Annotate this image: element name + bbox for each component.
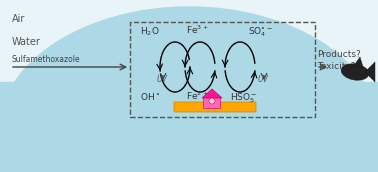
Text: HSO$_5^-$: HSO$_5^-$	[230, 91, 257, 105]
Polygon shape	[365, 62, 375, 82]
Text: H$_2$O: H$_2$O	[140, 25, 160, 37]
Text: Toxicity?: Toxicity?	[317, 62, 355, 71]
Ellipse shape	[341, 64, 369, 80]
Circle shape	[209, 98, 215, 104]
Text: SO$_4^{\bullet-}$: SO$_4^{\bullet-}$	[248, 25, 273, 39]
Text: Sulfamethoxazole: Sulfamethoxazole	[12, 55, 81, 64]
Text: OH$^\bullet$: OH$^\bullet$	[140, 91, 160, 102]
Polygon shape	[202, 89, 222, 98]
Polygon shape	[353, 57, 363, 67]
Ellipse shape	[0, 7, 378, 172]
Text: Products?: Products?	[317, 50, 361, 59]
FancyBboxPatch shape	[174, 102, 256, 112]
Text: UV: UV	[156, 75, 167, 84]
Text: Fe$^{3+}$: Fe$^{3+}$	[186, 24, 208, 36]
FancyBboxPatch shape	[203, 98, 220, 109]
Text: Air: Air	[12, 14, 25, 24]
Text: UV: UV	[257, 75, 268, 84]
Bar	[0, 82, 378, 172]
Text: Water: Water	[12, 37, 41, 47]
Text: Fe$^{2+}$: Fe$^{2+}$	[186, 90, 208, 102]
